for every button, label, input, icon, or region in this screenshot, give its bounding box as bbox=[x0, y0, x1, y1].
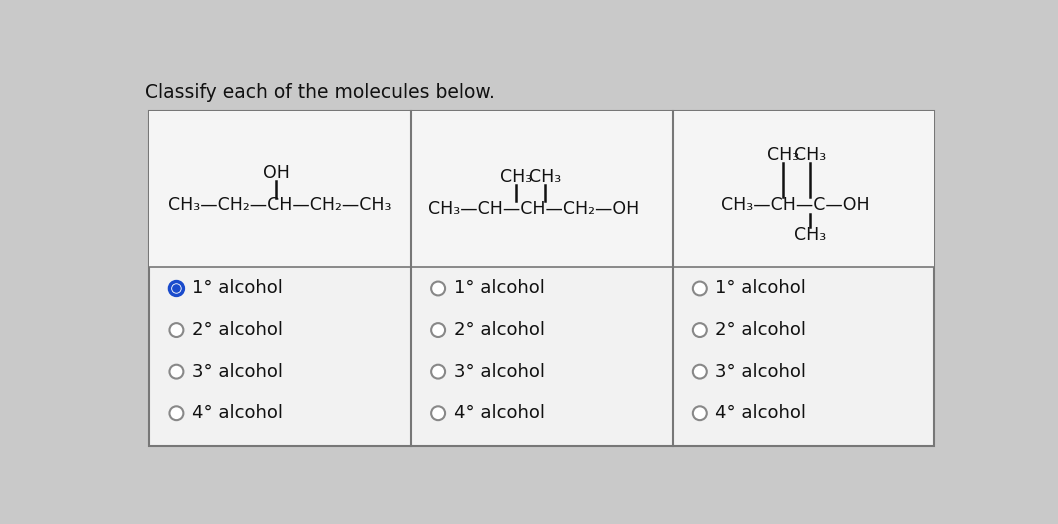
Circle shape bbox=[693, 365, 707, 378]
Text: Classify each of the molecules below.: Classify each of the molecules below. bbox=[145, 83, 494, 102]
Circle shape bbox=[169, 281, 183, 296]
Circle shape bbox=[172, 285, 180, 292]
Text: 1° alcohol: 1° alcohol bbox=[715, 279, 806, 298]
Circle shape bbox=[432, 323, 445, 337]
Text: 4° alcohol: 4° alcohol bbox=[715, 404, 806, 422]
Text: 3° alcohol: 3° alcohol bbox=[715, 363, 806, 380]
Text: CH₃: CH₃ bbox=[794, 146, 826, 165]
Text: CH₃—CH₂—CH—CH₂—CH₃: CH₃—CH₂—CH—CH₂—CH₃ bbox=[168, 196, 391, 214]
Circle shape bbox=[693, 406, 707, 420]
Text: 2° alcohol: 2° alcohol bbox=[454, 321, 545, 339]
Text: OH: OH bbox=[262, 164, 290, 182]
Text: 3° alcohol: 3° alcohol bbox=[191, 363, 282, 380]
Circle shape bbox=[693, 323, 707, 337]
Text: 3° alcohol: 3° alcohol bbox=[454, 363, 545, 380]
Circle shape bbox=[169, 365, 183, 378]
Circle shape bbox=[432, 365, 445, 378]
Text: CH₃: CH₃ bbox=[529, 168, 561, 186]
Circle shape bbox=[169, 323, 183, 337]
Bar bbox=[149, 111, 934, 446]
Text: 1° alcohol: 1° alcohol bbox=[454, 279, 545, 298]
Text: 4° alcohol: 4° alcohol bbox=[454, 404, 545, 422]
Text: 1° alcohol: 1° alcohol bbox=[191, 279, 282, 298]
Text: 2° alcohol: 2° alcohol bbox=[715, 321, 806, 339]
Circle shape bbox=[169, 406, 183, 420]
Bar bbox=[149, 111, 934, 267]
Circle shape bbox=[432, 281, 445, 296]
Text: CH₃—CH—CH—CH₂—OH: CH₃—CH—CH—CH₂—OH bbox=[428, 200, 640, 218]
Text: CH₃—CH—C—OH: CH₃—CH—C—OH bbox=[722, 196, 870, 214]
Text: CH₃: CH₃ bbox=[500, 168, 532, 186]
Circle shape bbox=[432, 406, 445, 420]
Text: 4° alcohol: 4° alcohol bbox=[191, 404, 282, 422]
Text: CH₃: CH₃ bbox=[794, 226, 826, 244]
Circle shape bbox=[693, 281, 707, 296]
Text: CH₃: CH₃ bbox=[767, 146, 800, 165]
Text: 2° alcohol: 2° alcohol bbox=[191, 321, 282, 339]
